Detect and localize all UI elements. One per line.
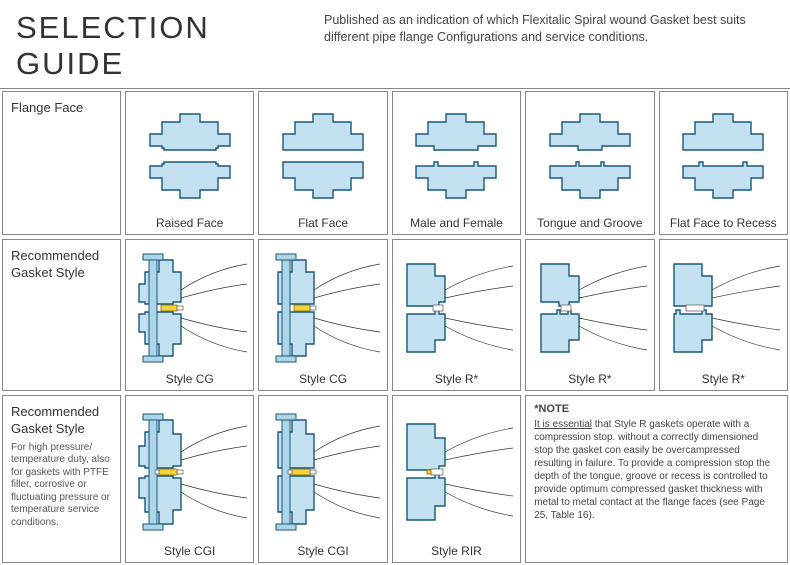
gasket-diagram-icon bbox=[263, 400, 382, 544]
note-cell: *NOTE It is essential that Style R gaske… bbox=[525, 395, 788, 563]
row1-label: Flange Face bbox=[11, 100, 83, 117]
row3-label-cell: Recommended Gasket Style For high pressu… bbox=[2, 395, 121, 563]
selection-grid: Flange Face Raised Face Flat Face Male a… bbox=[0, 89, 790, 565]
flange-caption: Flat Face to Recess bbox=[670, 216, 777, 232]
row3-label: Recommended Gasket Style bbox=[11, 404, 112, 438]
flange-diagram-icon bbox=[130, 96, 249, 216]
flange-diagram-icon bbox=[397, 96, 516, 216]
gasket-caption: Style RIR bbox=[431, 544, 482, 560]
note-title: *NOTE bbox=[534, 402, 569, 416]
note-body: It is essential that Style R gaskets ope… bbox=[534, 418, 779, 522]
gasket-diagram-icon bbox=[664, 244, 783, 372]
gasket-style-r-3: Style R* bbox=[659, 239, 788, 391]
gasket-caption: Style R* bbox=[568, 372, 611, 388]
gasket-caption: Style CGI bbox=[297, 544, 348, 560]
gasket-diagram-icon bbox=[397, 400, 516, 544]
row2-label-cell: Recommended Gasket Style bbox=[2, 239, 121, 391]
gasket-diagram-icon bbox=[530, 244, 649, 372]
gasket-style-r-2: Style R* bbox=[525, 239, 654, 391]
gasket-style-cg-2: Style CG bbox=[258, 239, 387, 391]
gasket-style-cgi-1: Style CGI bbox=[125, 395, 254, 563]
flange-face-flat: Flat Face bbox=[258, 91, 387, 235]
flange-caption: Tongue and Groove bbox=[537, 216, 642, 232]
note-text: that Style R gaskets operate with a comp… bbox=[534, 419, 770, 521]
flange-caption: Flat Face bbox=[298, 216, 348, 232]
gasket-diagram-icon bbox=[263, 244, 382, 372]
row1-label-cell: Flange Face bbox=[2, 91, 121, 235]
gasket-caption: Style R* bbox=[435, 372, 478, 388]
note-essential: It is essential bbox=[534, 419, 592, 430]
flange-face-raised: Raised Face bbox=[125, 91, 254, 235]
flange-caption: Male and Female bbox=[410, 216, 503, 232]
flange-face-tongue-groove: Tongue and Groove bbox=[525, 91, 654, 235]
row2-label: Recommended Gasket Style bbox=[11, 248, 112, 282]
gasket-style-cg-1: Style CG bbox=[125, 239, 254, 391]
flange-caption: Raised Face bbox=[156, 216, 223, 232]
flange-face-flat-recess: Flat Face to Recess bbox=[659, 91, 788, 235]
gasket-caption: Style CGI bbox=[164, 544, 215, 560]
gasket-style-rir: Style RIR bbox=[392, 395, 521, 563]
page-title: SELECTION GUIDE bbox=[16, 10, 296, 82]
gasket-diagram-icon bbox=[130, 400, 249, 544]
flange-diagram-icon bbox=[263, 96, 382, 216]
flange-face-male-female: Male and Female bbox=[392, 91, 521, 235]
gasket-style-r-1: Style R* bbox=[392, 239, 521, 391]
flange-diagram-icon bbox=[530, 96, 649, 216]
row3-fine: For high pressure/ temperature duty, als… bbox=[11, 442, 112, 530]
header: SELECTION GUIDE Published as an indicati… bbox=[0, 0, 790, 89]
page-subtitle: Published as an indication of which Flex… bbox=[324, 10, 774, 46]
gasket-caption: Style CG bbox=[166, 372, 214, 388]
flange-diagram-icon bbox=[664, 96, 783, 216]
gasket-diagram-icon bbox=[130, 244, 249, 372]
gasket-diagram-icon bbox=[397, 244, 516, 372]
gasket-caption: Style R* bbox=[702, 372, 745, 388]
gasket-style-cgi-2: Style CGI bbox=[258, 395, 387, 563]
gasket-caption: Style CG bbox=[299, 372, 347, 388]
